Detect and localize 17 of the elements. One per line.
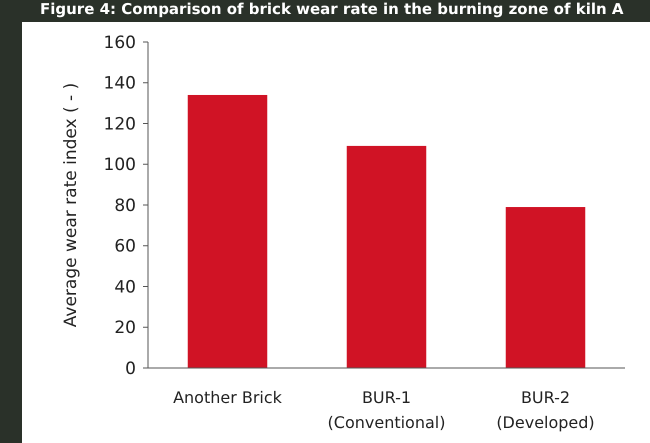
y-axis-title: Average wear rate index ( - ) [61, 82, 81, 328]
x-tick-label: Another Brick [173, 388, 283, 407]
bar [506, 207, 586, 368]
y-tick-label: 160 [104, 32, 136, 53]
y-tick-label: 140 [104, 74, 136, 94]
x-tick-label: BUR-2 (Developed) [496, 388, 595, 432]
y-tick-label: 0 [125, 358, 136, 379]
y-tick-label: 40 [114, 277, 136, 298]
y-tick-label: 20 [114, 318, 136, 338]
bar [188, 94, 268, 368]
y-tick-label: 80 [114, 196, 136, 216]
chart-title: Figure 4: Comparison of brick wear rate in the burning zone of kiln A [40, 0, 624, 18]
y-tick-label: 100 [104, 155, 136, 176]
bar [346, 146, 426, 368]
y-tick-label: 60 [114, 236, 136, 257]
x-tick-label: BUR-1 (Conventional) [328, 388, 446, 432]
y-tick-label: 120 [104, 114, 136, 134]
